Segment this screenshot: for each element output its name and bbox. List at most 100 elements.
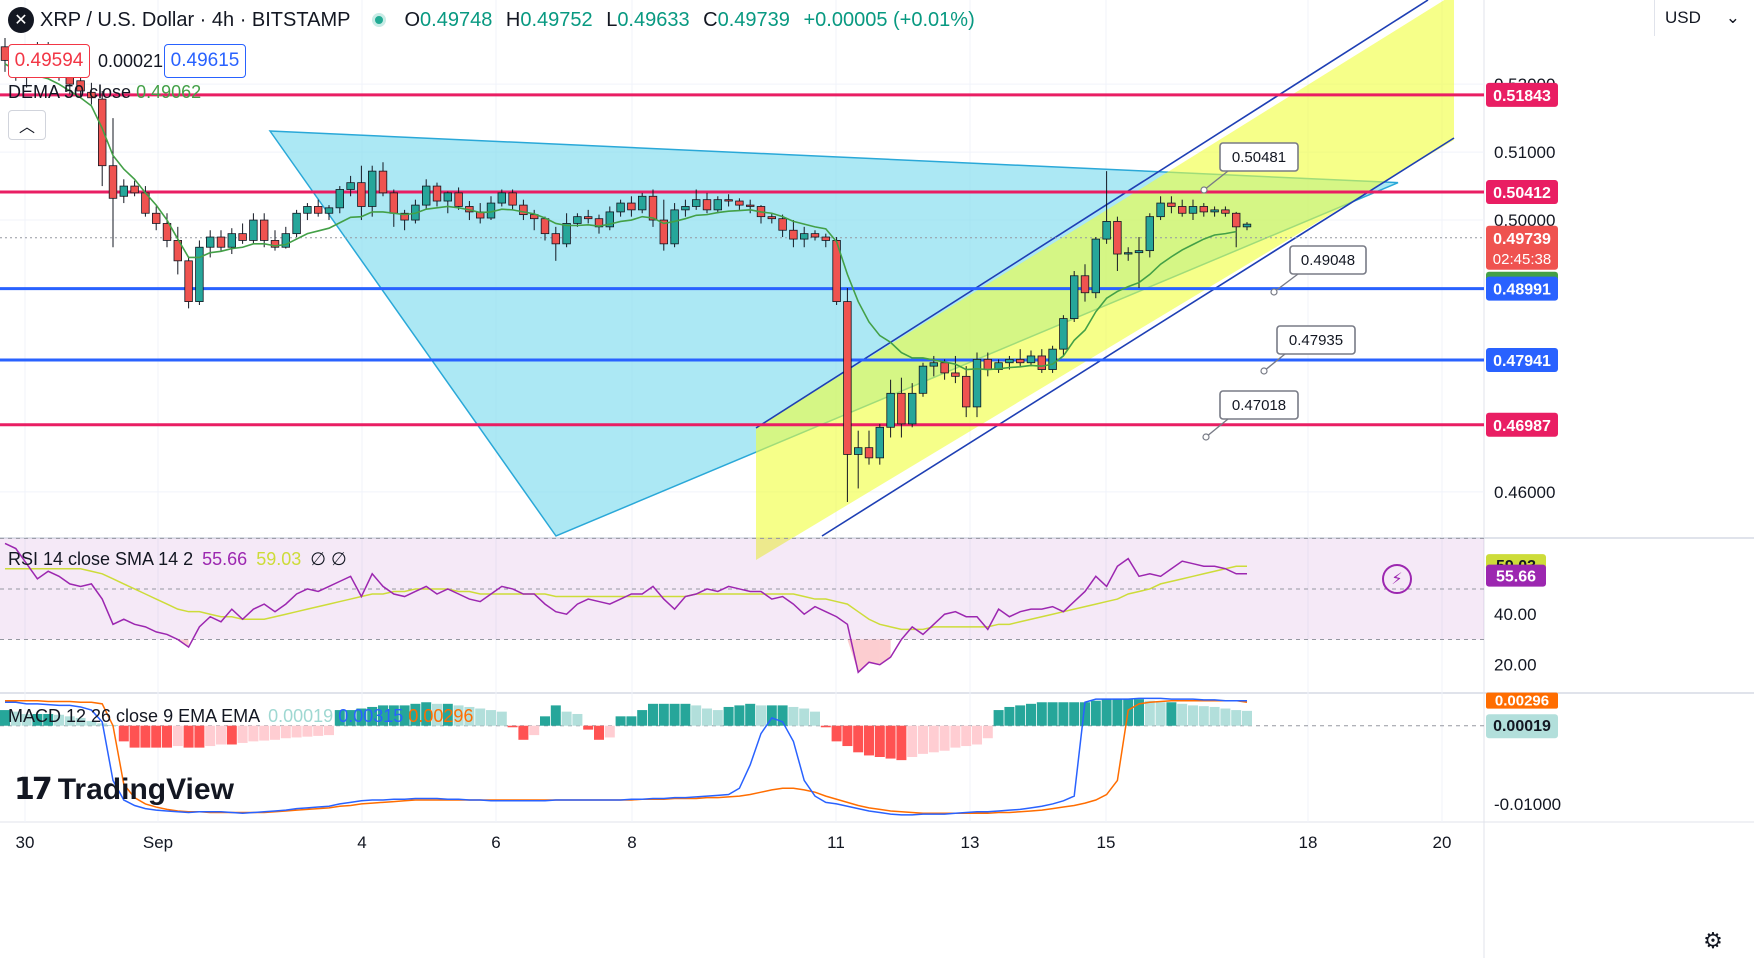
bearish-candle[interactable]: [767, 216, 776, 220]
callout-box[interactable]: [1289, 245, 1367, 275]
macd-histogram-bar[interactable]: [583, 725, 594, 730]
macd-histogram-bar[interactable]: [248, 725, 259, 742]
macd-histogram-bar[interactable]: [766, 705, 777, 726]
bullish-candle[interactable]: [681, 206, 690, 211]
bearish-candle[interactable]: [746, 204, 755, 207]
bullish-candle[interactable]: [908, 392, 917, 425]
macd-histogram-bar[interactable]: [961, 725, 972, 747]
bearish-candle[interactable]: [76, 80, 85, 92]
bearish-candle[interactable]: [216, 236, 226, 248]
macd-histogram-bar[interactable]: [334, 710, 345, 726]
settings-gear-icon[interactable]: ⚙: [1703, 928, 1723, 953]
bullish-candle[interactable]: [573, 216, 582, 224]
bullish-candle[interactable]: [227, 233, 236, 248]
macd-histogram-bar[interactable]: [270, 725, 280, 740]
macd-histogram-bar[interactable]: [572, 713, 583, 726]
bearish-candle[interactable]: [648, 195, 658, 221]
bearish-candle[interactable]: [821, 236, 830, 241]
bearish-candle[interactable]: [270, 240, 280, 248]
bearish-candle[interactable]: [400, 212, 409, 221]
bullish-candle[interactable]: [443, 192, 452, 202]
macd-histogram-bar[interactable]: [756, 705, 766, 726]
macd-histogram-bar[interactable]: [32, 713, 43, 726]
currency-selector[interactable]: USD ⌄: [1654, 0, 1750, 36]
channel-upper-line[interactable]: [755, 0, 1429, 429]
macd-histogram-bar[interactable]: [928, 725, 939, 753]
macd-histogram-bar[interactable]: [399, 705, 410, 726]
dema-legend[interactable]: DEMA 50 close 0.49062: [8, 82, 201, 103]
macd-histogram-bar[interactable]: [21, 713, 32, 726]
macd-histogram-bar[interactable]: [1188, 705, 1198, 726]
bearish-candle[interactable]: [810, 233, 820, 238]
macd-histogram-bar[interactable]: [194, 725, 205, 748]
bullish-candle[interactable]: [1070, 275, 1079, 319]
macd-histogram-bar[interactable]: [1242, 710, 1252, 726]
bullish-candle[interactable]: [638, 195, 647, 211]
bullish-candle[interactable]: [421, 185, 431, 206]
bearish-candle[interactable]: [108, 165, 118, 199]
bullish-candle[interactable]: [1145, 216, 1154, 252]
macd-histogram-bar[interactable]: [702, 708, 712, 726]
macd-histogram-bar[interactable]: [324, 725, 334, 736]
callout-box[interactable]: [1219, 390, 1299, 420]
macd-histogram-bar[interactable]: [216, 725, 226, 745]
macd-histogram-bar[interactable]: [799, 708, 810, 726]
callout-box[interactable]: [1276, 325, 1356, 355]
macd-histogram-bar[interactable]: [1220, 708, 1231, 726]
macd-histogram-bar[interactable]: [172, 725, 183, 747]
bearish-candle[interactable]: [540, 218, 550, 235]
bearish-candle[interactable]: [951, 372, 960, 377]
bearish-candle[interactable]: [432, 185, 442, 202]
bullish-candle[interactable]: [497, 192, 506, 204]
bearish-candle[interactable]: [962, 375, 971, 408]
bullish-candle[interactable]: [854, 447, 863, 455]
bullish-candle[interactable]: [886, 392, 895, 428]
bearish-candle[interactable]: [897, 392, 906, 425]
bullish-candle[interactable]: [119, 185, 128, 197]
bearish-candle[interactable]: [378, 170, 388, 194]
macd-line[interactable]: [5, 697, 1247, 816]
bullish-candle[interactable]: [972, 358, 982, 408]
macd-histogram-bar[interactable]: [1155, 702, 1166, 726]
bearish-candle[interactable]: [1016, 358, 1025, 364]
macd-histogram-bar[interactable]: [162, 725, 172, 748]
macd-histogram-bar[interactable]: [464, 706, 475, 726]
bearish-candle[interactable]: [1113, 221, 1122, 255]
macd-histogram-bar[interactable]: [669, 703, 680, 726]
bullish-candle[interactable]: [367, 170, 377, 207]
bearish-candle[interactable]: [389, 192, 398, 214]
macd-histogram-bar[interactable]: [982, 725, 993, 739]
bearish-candle[interactable]: [519, 204, 528, 216]
macd-histogram-bar[interactable]: [615, 716, 626, 726]
macd-histogram-bar[interactable]: [594, 725, 604, 740]
macd-histogram-bar[interactable]: [183, 725, 194, 748]
macd-histogram-bar[interactable]: [205, 725, 216, 747]
bearish-candle[interactable]: [724, 199, 733, 202]
macd-histogram-bar[interactable]: [842, 725, 853, 747]
bearish-candle[interactable]: [659, 219, 668, 245]
bearish-candle[interactable]: [789, 229, 798, 240]
macd-histogram-bar[interactable]: [939, 725, 950, 751]
bearish-candle[interactable]: [184, 260, 193, 302]
macd-histogram-bar[interactable]: [626, 716, 637, 726]
bearish-candle[interactable]: [864, 447, 874, 459]
macd-histogram-bar[interactable]: [788, 706, 799, 726]
macd-histogram-bar[interactable]: [1069, 702, 1080, 726]
bearish-candle[interactable]: [778, 218, 787, 231]
macd-histogram-bar[interactable]: [64, 716, 75, 726]
bullish-candle[interactable]: [670, 209, 679, 245]
macd-histogram-bar[interactable]: [680, 703, 691, 726]
bearish-candle[interactable]: [983, 358, 992, 370]
macd-histogram-bar[interactable]: [853, 725, 864, 753]
macd-histogram-bar[interactable]: [1047, 702, 1058, 726]
macd-histogram-bar[interactable]: [1112, 699, 1123, 726]
macd-histogram-bar[interactable]: [993, 710, 1004, 726]
macd-histogram-bar[interactable]: [1144, 700, 1155, 726]
bullish-candle[interactable]: [292, 212, 301, 235]
collapse-legend-button[interactable]: ︿: [8, 110, 46, 140]
bearish-candle[interactable]: [1178, 206, 1187, 214]
bearish-candle[interactable]: [238, 233, 247, 241]
macd-histogram-bar[interactable]: [1101, 699, 1112, 726]
macd-histogram-bar[interactable]: [777, 705, 788, 726]
bearish-candle[interactable]: [259, 219, 269, 241]
